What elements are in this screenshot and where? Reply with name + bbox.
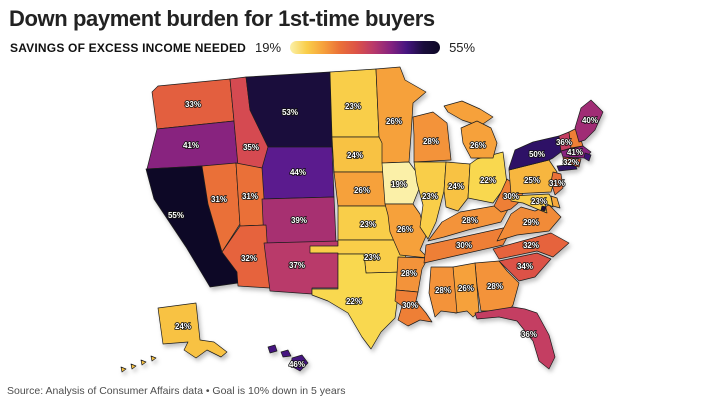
state-value-label-mt: 53%: [282, 108, 298, 117]
state-value-label-hi: 46%: [289, 360, 305, 369]
state-mo: [384, 203, 429, 259]
state-value-label-or: 41%: [183, 141, 199, 150]
legend-min-value: 19%: [255, 40, 282, 55]
state-value-label-ia: 19%: [391, 180, 407, 189]
state-value-label-co: 39%: [291, 216, 307, 225]
state-value-label-md: 23%: [531, 197, 547, 206]
state-value-label-ct: 32%: [563, 158, 579, 167]
state-mn: [375, 66, 427, 164]
state-value-label-tx: 22%: [346, 297, 362, 306]
state-ak: [140, 359, 147, 366]
state-value-label-ma: 41%: [567, 148, 583, 157]
state-value-label-sc: 34%: [517, 262, 533, 271]
source-note: Source: Analysis of Consumer Affairs dat…: [7, 385, 346, 397]
state-value-label-vt: 36%: [556, 138, 572, 147]
state-value-label-ar: 28%: [401, 269, 417, 278]
state-value-label-ny: 50%: [529, 150, 545, 159]
state-ak: [157, 302, 228, 359]
state-ak: [120, 366, 127, 373]
state-me: [574, 99, 604, 143]
state-value-label-pa: 25%: [524, 176, 540, 185]
state-value-label-wv: 30%: [503, 192, 519, 201]
legend: SAVINGS OF EXCESS INCOME NEEDED 19% 55%: [10, 40, 475, 55]
state-value-label-az: 32%: [241, 254, 257, 263]
state-nv: [201, 162, 241, 253]
state-value-label-in: 24%: [448, 182, 464, 191]
state-nj: [550, 171, 564, 196]
state-value-label-nm: 37%: [289, 261, 305, 270]
legend-label: SAVINGS OF EXCESS INCOME NEEDED: [10, 40, 247, 55]
state-ms: [428, 266, 458, 318]
state-value-label-ok: 23%: [364, 253, 380, 262]
state-ak: [150, 355, 157, 362]
legend-max-value: 55%: [449, 40, 476, 55]
state-value-label-mi: 26%: [470, 141, 486, 150]
state-value-label-tn: 30%: [456, 241, 472, 250]
state-mi: [443, 100, 494, 127]
state-hi: [267, 344, 278, 354]
state-sc: [498, 252, 552, 282]
state-value-label-sd: 24%: [347, 151, 363, 160]
state-la: [394, 289, 433, 327]
state-hi: [280, 349, 292, 358]
state-value-label-al: 26%: [458, 284, 474, 293]
state-ak: [130, 363, 137, 370]
state-ar: [395, 256, 429, 293]
state-fl: [474, 306, 556, 370]
state-tx: [311, 253, 405, 350]
state-value-label-ky: 28%: [462, 216, 478, 225]
state-value-label-ks: 23%: [360, 220, 376, 229]
state-value-label-wa: 33%: [185, 100, 201, 109]
state-value-label-ut: 31%: [242, 192, 258, 201]
state-nc: [492, 232, 570, 260]
state-value-label-ga: 28%: [487, 282, 503, 291]
state-value-label-la: 30%: [402, 301, 418, 310]
state-az: [221, 224, 271, 289]
state-value-label-nc: 32%: [523, 241, 539, 250]
state-value-label-ms: 28%: [435, 286, 451, 295]
state-hi: [290, 354, 309, 372]
state-value-label-me: 40%: [582, 116, 598, 125]
state-dc: [540, 205, 547, 212]
state-value-label-mo: 26%: [397, 225, 413, 234]
state-value-label-ak: 24%: [175, 322, 191, 331]
state-value-label-wy: 44%: [290, 168, 306, 177]
legend-gradient-bar: [290, 41, 441, 54]
state-value-label-oh: 22%: [480, 176, 496, 185]
chart-title: Down payment burden for 1st-time buyers: [9, 6, 435, 31]
state-ct: [562, 156, 582, 168]
state-mi: [460, 120, 498, 159]
state-value-label-nv: 31%: [211, 195, 227, 204]
state-value-label-id: 35%: [243, 143, 259, 152]
state-ri: [583, 152, 592, 162]
state-value-label-mn: 26%: [386, 117, 402, 126]
state-value-label-va: 29%: [523, 218, 539, 227]
state-value-label-nd: 23%: [345, 102, 361, 111]
state-value-label-wi: 28%: [423, 137, 439, 146]
state-value-label-ne: 26%: [354, 186, 370, 195]
state-value-label-il: 23%: [422, 192, 438, 201]
state-ga: [474, 260, 520, 312]
state-value-label-nj: 31%: [549, 179, 565, 188]
state-value-label-fl: 36%: [521, 330, 537, 339]
state-value-label-ca: 55%: [168, 211, 184, 220]
state-wi: [412, 111, 452, 163]
